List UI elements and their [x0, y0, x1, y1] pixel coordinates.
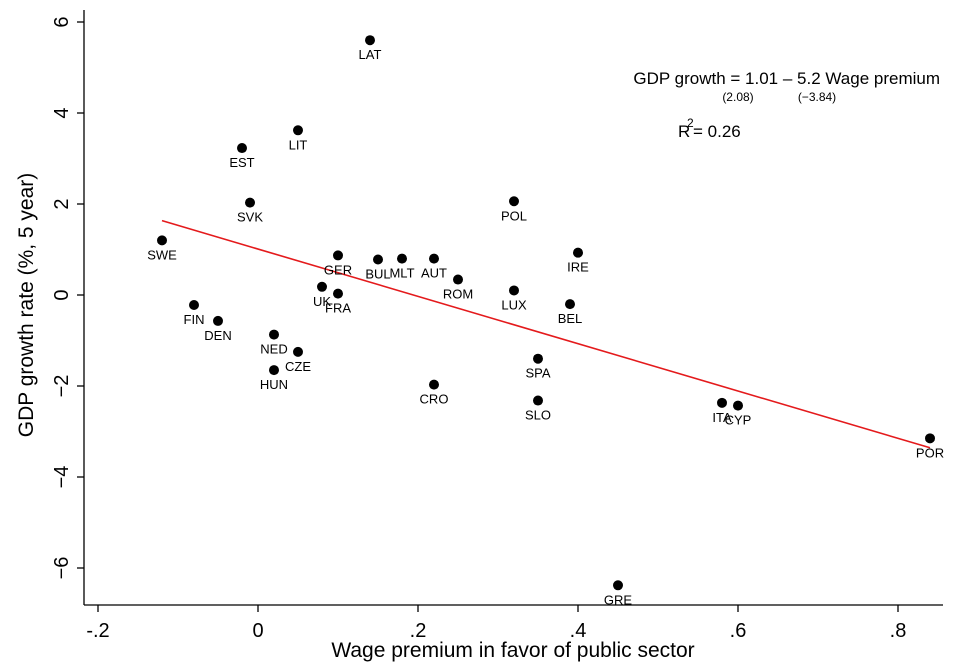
point-label-gre: GRE [604, 592, 633, 607]
data-point-gre [613, 580, 623, 591]
data-point-swe [157, 235, 167, 246]
x-tick-label: .2 [410, 620, 427, 642]
x-tick-label: .4 [570, 620, 587, 642]
y-tick-label: −2 [51, 375, 73, 398]
point-label-uk: UK [313, 294, 331, 309]
point-label-svk: SVK [237, 210, 263, 225]
x-tick-label: .8 [890, 620, 907, 642]
data-point-fin [189, 300, 199, 311]
point-label-rom: ROM [443, 287, 473, 302]
point-label-pol: POL [501, 208, 527, 223]
data-point-spa [533, 353, 543, 364]
point-label-spa: SPA [525, 366, 550, 381]
regression-fit-line [161, 219, 931, 449]
y-axis-title: GDP growth rate (%, 5 year) [15, 173, 38, 438]
data-point-bel [565, 299, 575, 310]
y-tick-label: 0 [51, 289, 73, 300]
data-point-aut [429, 253, 439, 264]
point-label-hun: HUN [260, 377, 288, 392]
point-label-slo: SLO [525, 408, 551, 423]
point-label-lit: LIT [289, 137, 308, 152]
data-point-por [925, 433, 935, 444]
data-point-lat [365, 35, 375, 46]
data-point-rom [453, 274, 463, 285]
point-label-por: POR [916, 445, 944, 460]
data-point-hun [269, 365, 279, 376]
point-label-ita: ITA [712, 410, 732, 425]
data-point-lux [509, 285, 519, 296]
data-point-est [237, 143, 247, 154]
point-label-fin: FIN [184, 312, 205, 327]
point-label-mlt: MLT [389, 266, 414, 281]
data-point-pol [509, 196, 519, 207]
data-point-lit [293, 125, 303, 136]
point-label-cro: CRO [420, 392, 449, 407]
x-tick-label: .6 [730, 620, 747, 642]
x-tick-label: 0 [252, 620, 263, 642]
intercept-se: (2.08) [722, 90, 753, 104]
regression-annotation: GDP growth = 1.01 – 5.2 Wage premium (2.… [633, 69, 940, 141]
data-point-cze [293, 346, 303, 357]
data-point-ger [333, 250, 343, 261]
slope-se: (−3.84) [798, 90, 836, 104]
point-label-fra: FRA [325, 301, 351, 316]
point-label-lat: LAT [359, 47, 382, 62]
point-label-lux: LUX [501, 297, 527, 312]
point-label-swe: SWE [147, 247, 177, 262]
point-label-bul: BUL [365, 267, 390, 282]
fit-line-group [161, 219, 931, 449]
data-point-bul [373, 254, 383, 265]
r-squared-symbol: R [678, 122, 690, 141]
point-label-ger: GER [324, 262, 352, 277]
point-label-est: EST [229, 155, 254, 170]
data-point-ita [717, 397, 727, 408]
y-tick-label: −4 [51, 466, 73, 489]
regression-equation: GDP growth = 1.01 – 5.2 Wage premium [633, 69, 940, 88]
point-label-bel: BEL [558, 311, 583, 326]
x-tick-label: -.2 [86, 620, 109, 642]
point-label-ned: NED [260, 342, 287, 357]
ticks: -.2 0 .2 .4 .6 .8 −6 −4 −2 0 2 4 6 [51, 16, 906, 642]
data-point-cyp [733, 400, 743, 411]
point-label-ire: IRE [567, 260, 589, 275]
y-tick-label: 2 [51, 198, 73, 209]
point-label-den: DEN [204, 328, 231, 343]
data-point-cro [429, 379, 439, 390]
data-point-fra [333, 288, 343, 299]
y-tick-label: 6 [51, 16, 73, 27]
data-point-uk [317, 281, 327, 292]
data-point-den [213, 315, 223, 326]
data-point-ire [573, 247, 583, 258]
point-label-cze: CZE [285, 359, 311, 374]
point-label-aut: AUT [421, 266, 447, 281]
data-point-slo [533, 395, 543, 406]
r-squared-superscript: 2 [687, 116, 694, 130]
y-tick-label: −6 [51, 557, 73, 580]
data-point-mlt [397, 253, 407, 264]
data-point-ned [269, 329, 279, 340]
x-axis-title: Wage premium in favor of public sector [331, 639, 694, 662]
data-point-svk [245, 197, 255, 208]
y-tick-label: 4 [51, 107, 73, 118]
r-squared-value: = 0.26 [693, 122, 741, 141]
point-label-cyp: CYP [725, 413, 752, 428]
axes [83, 10, 943, 606]
